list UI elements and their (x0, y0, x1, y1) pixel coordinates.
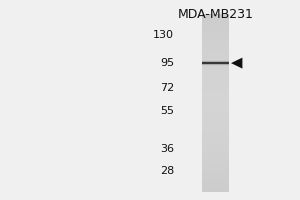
Bar (202, 159, 230, 162)
Bar (202, 165, 230, 168)
Bar (202, 82, 230, 85)
Bar (202, 88, 230, 91)
Bar (202, 147, 230, 150)
Bar (202, 63, 230, 64)
Bar (202, 130, 230, 133)
Bar (202, 79, 230, 82)
Bar (202, 64, 230, 67)
Bar (202, 73, 230, 76)
Bar (202, 61, 230, 64)
Bar (202, 61, 230, 62)
Bar (202, 91, 230, 94)
Bar (202, 58, 230, 61)
Bar (202, 186, 230, 189)
Bar (202, 62, 230, 63)
Bar (202, 65, 230, 66)
Bar (202, 20, 230, 23)
Bar (202, 106, 230, 109)
Bar (202, 103, 230, 106)
Bar (202, 52, 230, 56)
Bar (202, 180, 230, 183)
Text: MDA-MB231: MDA-MB231 (178, 8, 254, 21)
Bar (202, 121, 230, 124)
Bar (202, 32, 230, 35)
Text: 36: 36 (160, 144, 174, 154)
Bar (202, 43, 230, 47)
Bar (202, 150, 230, 153)
Bar (202, 153, 230, 156)
Bar (202, 62, 230, 63)
Bar (202, 55, 230, 58)
Bar (202, 17, 230, 20)
Bar (202, 127, 230, 130)
Bar (202, 177, 230, 180)
Bar (202, 38, 230, 41)
Bar (202, 135, 230, 139)
Bar (202, 85, 230, 88)
Bar (202, 65, 230, 66)
Bar (202, 14, 230, 17)
Bar (202, 97, 230, 100)
Bar (202, 132, 230, 136)
Bar (202, 29, 230, 32)
Bar (202, 63, 230, 64)
Bar (202, 183, 230, 186)
Bar (202, 156, 230, 159)
Bar (202, 144, 230, 148)
Bar (202, 35, 230, 38)
Bar (202, 64, 230, 65)
Bar (202, 40, 230, 44)
Bar (202, 115, 230, 118)
Bar (202, 124, 230, 127)
Bar (202, 100, 230, 103)
Bar (202, 138, 230, 142)
Bar (202, 174, 230, 177)
Bar (202, 189, 230, 192)
Bar (202, 23, 230, 26)
Bar (202, 60, 230, 61)
Bar (202, 76, 230, 79)
Text: 55: 55 (160, 106, 174, 116)
Bar (202, 168, 230, 171)
Bar (202, 141, 230, 145)
Text: 95: 95 (160, 58, 174, 68)
Bar (202, 94, 230, 97)
Bar (202, 162, 230, 165)
Text: 130: 130 (153, 30, 174, 40)
Bar (202, 26, 230, 29)
Bar (202, 49, 230, 53)
Bar (202, 118, 230, 121)
Bar (202, 46, 230, 50)
Bar (202, 61, 230, 62)
Text: 72: 72 (160, 83, 174, 93)
Polygon shape (231, 58, 242, 69)
Bar (202, 109, 230, 112)
Bar (202, 70, 230, 73)
Bar (202, 67, 230, 70)
Bar (202, 112, 230, 115)
Text: 28: 28 (160, 166, 174, 176)
Bar (202, 171, 230, 174)
Bar (202, 59, 230, 60)
